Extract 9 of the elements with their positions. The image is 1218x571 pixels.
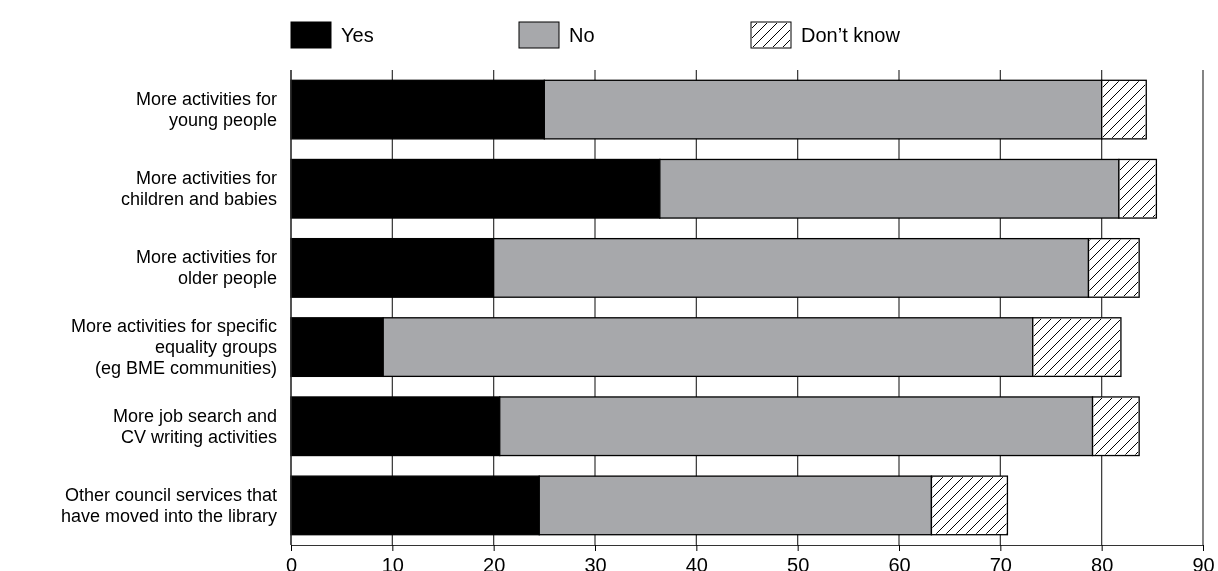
legend-label: No <box>569 24 595 46</box>
y-tick-label: More activities for young people <box>135 89 277 131</box>
y-tick-label: More job search and CV writing activities <box>112 405 277 447</box>
legend-label: Yes <box>341 24 374 46</box>
y-tick-label: More activities for children and babies <box>120 168 277 210</box>
y-tick-label: More activities for specific equality groups (eg BME communities) <box>70 316 277 379</box>
y-tick-label: More activities for older people <box>135 247 277 289</box>
legend-label: Don’t know <box>801 24 901 46</box>
y-tick-label: Other council services that have moved into the library <box>60 484 277 526</box>
